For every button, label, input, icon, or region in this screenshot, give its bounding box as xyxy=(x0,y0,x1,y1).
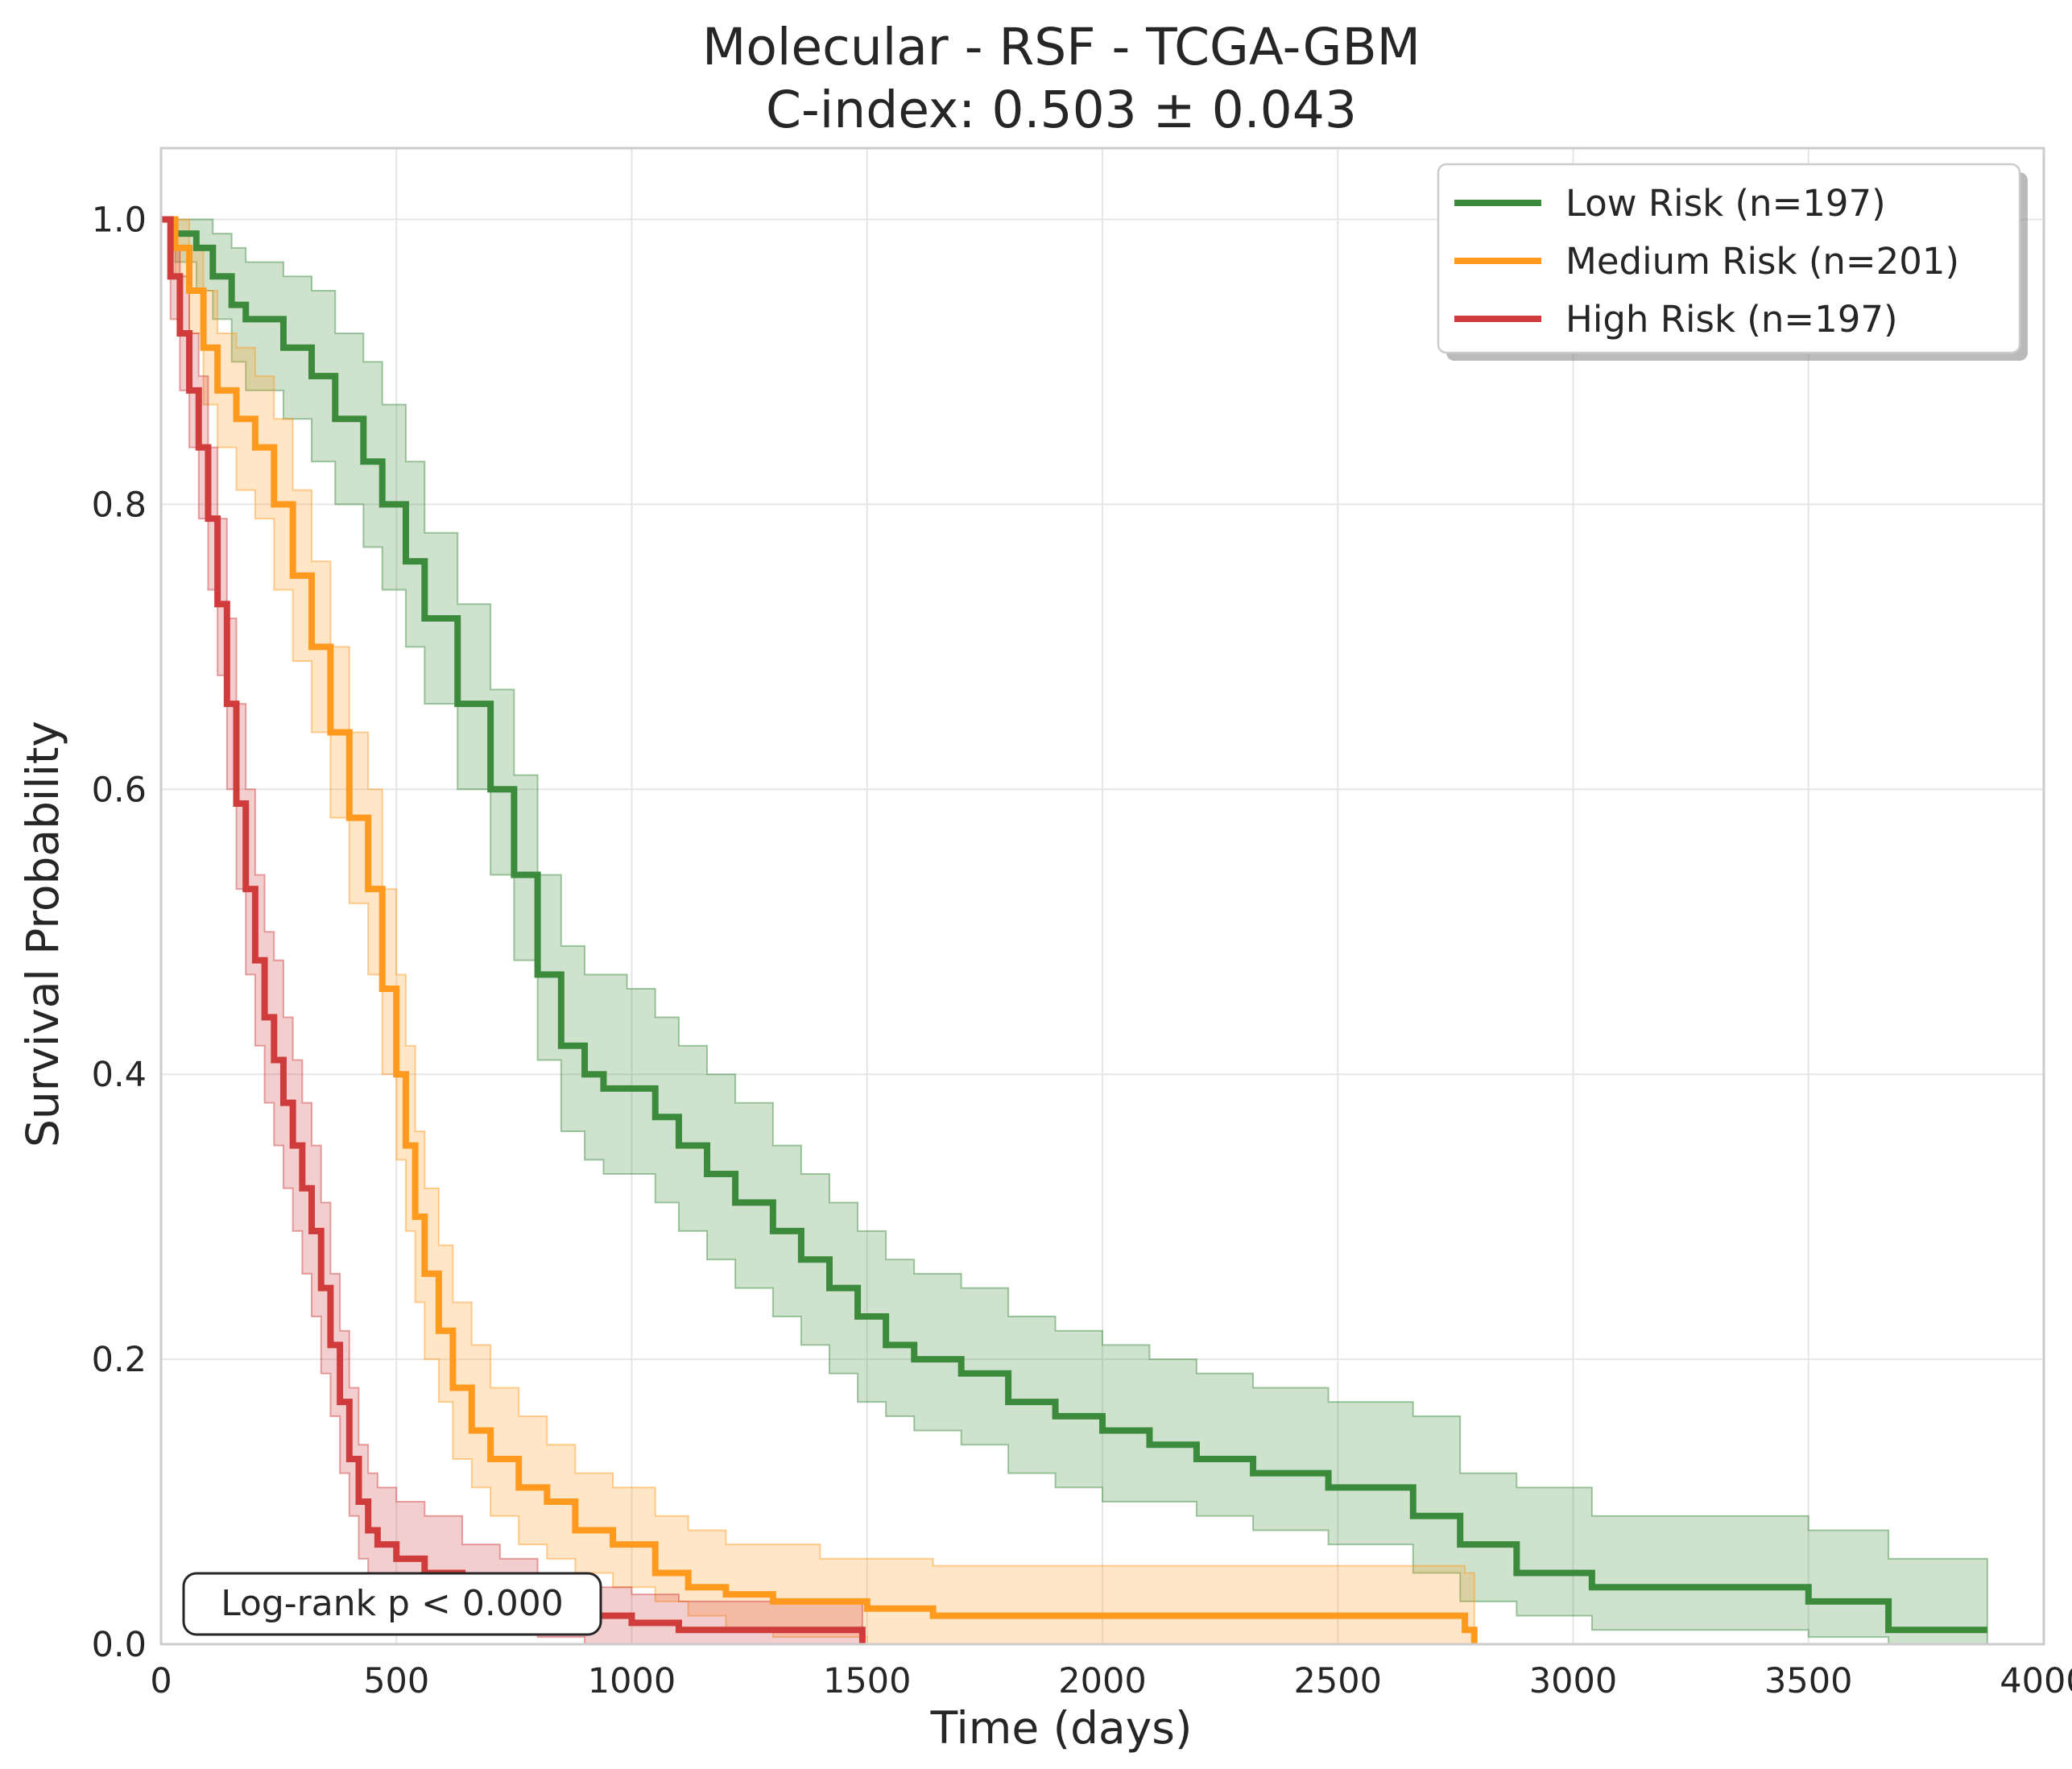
legend-entry: Low Risk (n=197) xyxy=(1565,182,1886,225)
confidence-band xyxy=(161,218,1475,1645)
legend: Low Risk (n=197) Medium Risk (n=201) High … xyxy=(1437,163,2028,361)
legend-entry: High Risk (n=197) xyxy=(1565,298,1898,341)
chart-title: Molecular - RSF - TCGA-GBM xyxy=(702,18,1421,76)
grid xyxy=(160,148,2045,1645)
confidence-bands xyxy=(161,218,1988,1645)
y-axis-ticks: 0.0 0.2 0.4 0.6 0.8 1.0 xyxy=(92,200,147,1665)
x-tick-label: 3000 xyxy=(1529,1661,1617,1701)
logrank-annotation: Log-rank p < 0.000 xyxy=(182,1572,602,1636)
survival-curve xyxy=(161,216,1478,1644)
y-tick-label: 0.8 xyxy=(92,485,147,525)
x-tick-label: 2500 xyxy=(1294,1661,1382,1701)
x-tick-label: 500 xyxy=(363,1661,429,1701)
y-tick-label: 0.6 xyxy=(92,770,147,810)
y-tick-label: 0.2 xyxy=(92,1340,147,1380)
plot-frame xyxy=(159,147,2045,1646)
legend-box xyxy=(1437,163,2021,354)
y-tick-label: 0.4 xyxy=(92,1055,147,1095)
confidence-band xyxy=(161,218,1988,1645)
x-tick-label: 1000 xyxy=(588,1661,676,1701)
x-tick-label: 0 xyxy=(150,1661,172,1701)
x-axis-label: Time (days) xyxy=(930,1702,1193,1754)
chart-subtitle: C-index: 0.503 ± 0.043 xyxy=(766,81,1357,139)
x-tick-label: 1500 xyxy=(823,1661,911,1701)
x-tick-label: 2000 xyxy=(1058,1661,1146,1701)
y-tick-label: 1.0 xyxy=(92,200,147,240)
y-tick-label: 0.0 xyxy=(92,1625,147,1665)
legend-entry: Medium Risk (n=201) xyxy=(1565,240,1959,283)
annotation-box xyxy=(182,1572,602,1636)
y-axis-label: Survival Probability xyxy=(17,721,68,1147)
x-tick-label: 3500 xyxy=(1764,1661,1852,1701)
survival-curve xyxy=(161,216,1987,1634)
annotation-text: Log-rank p < 0.000 xyxy=(221,1583,564,1624)
